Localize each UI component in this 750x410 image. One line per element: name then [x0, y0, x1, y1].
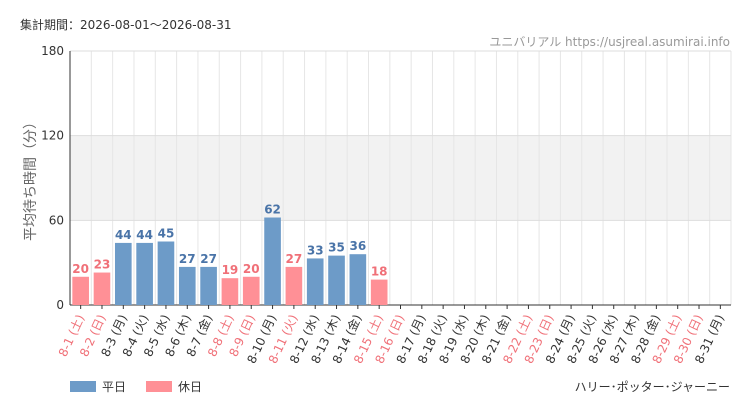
- data-label: 36: [350, 239, 367, 253]
- data-label: 23: [94, 258, 111, 272]
- data-label: 20: [72, 262, 89, 276]
- site-credit: ユニバリアル https://usjreal.asumirai.info: [489, 35, 730, 49]
- bar: [178, 266, 196, 305]
- data-label: 19: [222, 263, 239, 277]
- legend: 平日 休日: [70, 378, 222, 395]
- data-label: 62: [264, 203, 281, 217]
- bar: [306, 258, 324, 305]
- bar: [349, 254, 367, 305]
- legend-label-weekday: 平日: [102, 380, 127, 394]
- attraction-name: ハリー･ポッター･ジャーニー: [574, 380, 730, 394]
- y-tick-label: 0: [56, 298, 64, 312]
- bar: [93, 272, 111, 305]
- bar: [157, 241, 175, 305]
- data-label: 44: [136, 228, 153, 242]
- data-label: 33: [307, 243, 324, 257]
- legend-label-holiday: 休日: [178, 380, 203, 394]
- bar: [370, 279, 388, 305]
- data-label: 20: [243, 262, 260, 276]
- bar: [72, 276, 89, 305]
- data-label: 45: [158, 227, 175, 241]
- y-tick-label: 60: [49, 213, 64, 227]
- bar: [221, 278, 239, 305]
- bar: [114, 242, 132, 305]
- legend-item-weekday[interactable]: 平日: [70, 378, 126, 395]
- data-label: 27: [200, 252, 217, 266]
- y-axis-title: 平均待ち時間（分）: [23, 115, 39, 241]
- data-label: 44: [115, 228, 132, 242]
- bar: [285, 266, 303, 305]
- bar: [264, 217, 281, 305]
- data-label: 27: [286, 252, 303, 266]
- legend-swatch-weekday: [70, 381, 96, 392]
- y-tick-label: 120: [41, 129, 64, 143]
- data-label: 35: [328, 241, 345, 255]
- period-label: 集計期間：2026-08-01〜2026-08-31: [20, 18, 232, 32]
- data-label: 27: [179, 252, 196, 266]
- y-tick-label: 180: [41, 44, 64, 58]
- bar: [242, 276, 260, 305]
- bar: [328, 255, 345, 305]
- shaded-band: [70, 135, 731, 221]
- legend-item-holiday[interactable]: 休日: [146, 378, 202, 395]
- bar: [200, 266, 217, 305]
- data-label: 18: [371, 265, 388, 279]
- bar: [136, 242, 153, 305]
- legend-swatch-holiday: [146, 381, 173, 392]
